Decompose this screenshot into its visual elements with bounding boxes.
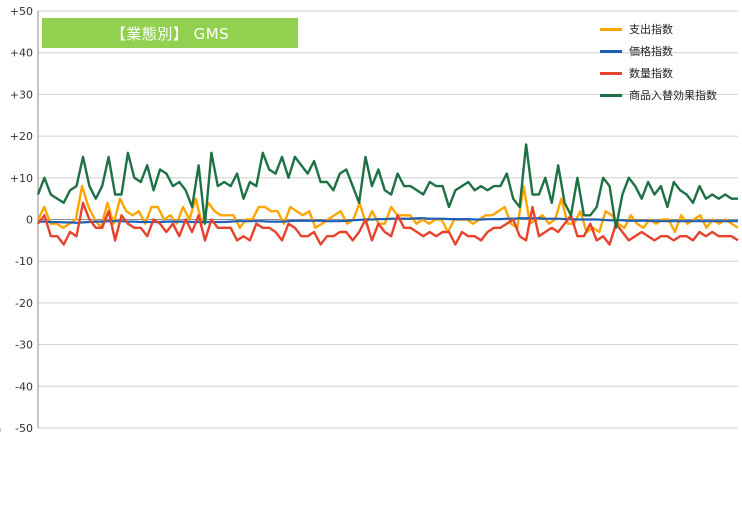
legend-item: 数量指数 xyxy=(600,62,717,84)
legend-item: 価格指数 xyxy=(600,40,717,62)
legend-label: 数量指数 xyxy=(629,67,673,80)
legend-item: 支出指数 xyxy=(600,18,717,40)
legend-swatch xyxy=(600,71,622,75)
y-tick-label: +40 xyxy=(10,47,33,60)
y-tick-label: -10 xyxy=(15,255,33,268)
series-line xyxy=(36,184,739,234)
series-line xyxy=(38,217,738,224)
legend-swatch xyxy=(600,49,622,53)
legend-swatch xyxy=(600,27,622,31)
y-tick-label: -30 xyxy=(15,339,33,352)
series-line xyxy=(37,201,739,246)
legend-label: 商品入替効果指数 xyxy=(629,89,717,102)
chart-title: 【業態別】 GMS xyxy=(42,18,298,48)
y-axis-tick-labels: -50 -40 -30 -20 -10 0 +10 +20 +30 +40 +50 xyxy=(10,5,33,435)
legend-label: 支出指数 xyxy=(629,23,673,36)
legend-item: 商品入替効果指数 xyxy=(600,84,717,106)
y-tick-label: +50 xyxy=(10,5,33,18)
legend: 支出指数 価格指数 数量指数 商品入替効果指数 xyxy=(600,18,717,106)
legend-label: 価格指数 xyxy=(629,45,673,58)
y-tick-label: 0 xyxy=(26,214,33,227)
series-lines xyxy=(36,143,739,246)
y-tick-label: +10 xyxy=(10,172,33,185)
y-tick-label: +20 xyxy=(10,130,33,143)
y-tick-label: -50 xyxy=(15,422,33,435)
y-tick-label: -20 xyxy=(15,297,33,310)
legend-swatch xyxy=(600,93,622,97)
series-line xyxy=(36,143,738,230)
y-tick-label: -40 xyxy=(15,380,33,393)
y-tick-label: +30 xyxy=(10,88,33,101)
